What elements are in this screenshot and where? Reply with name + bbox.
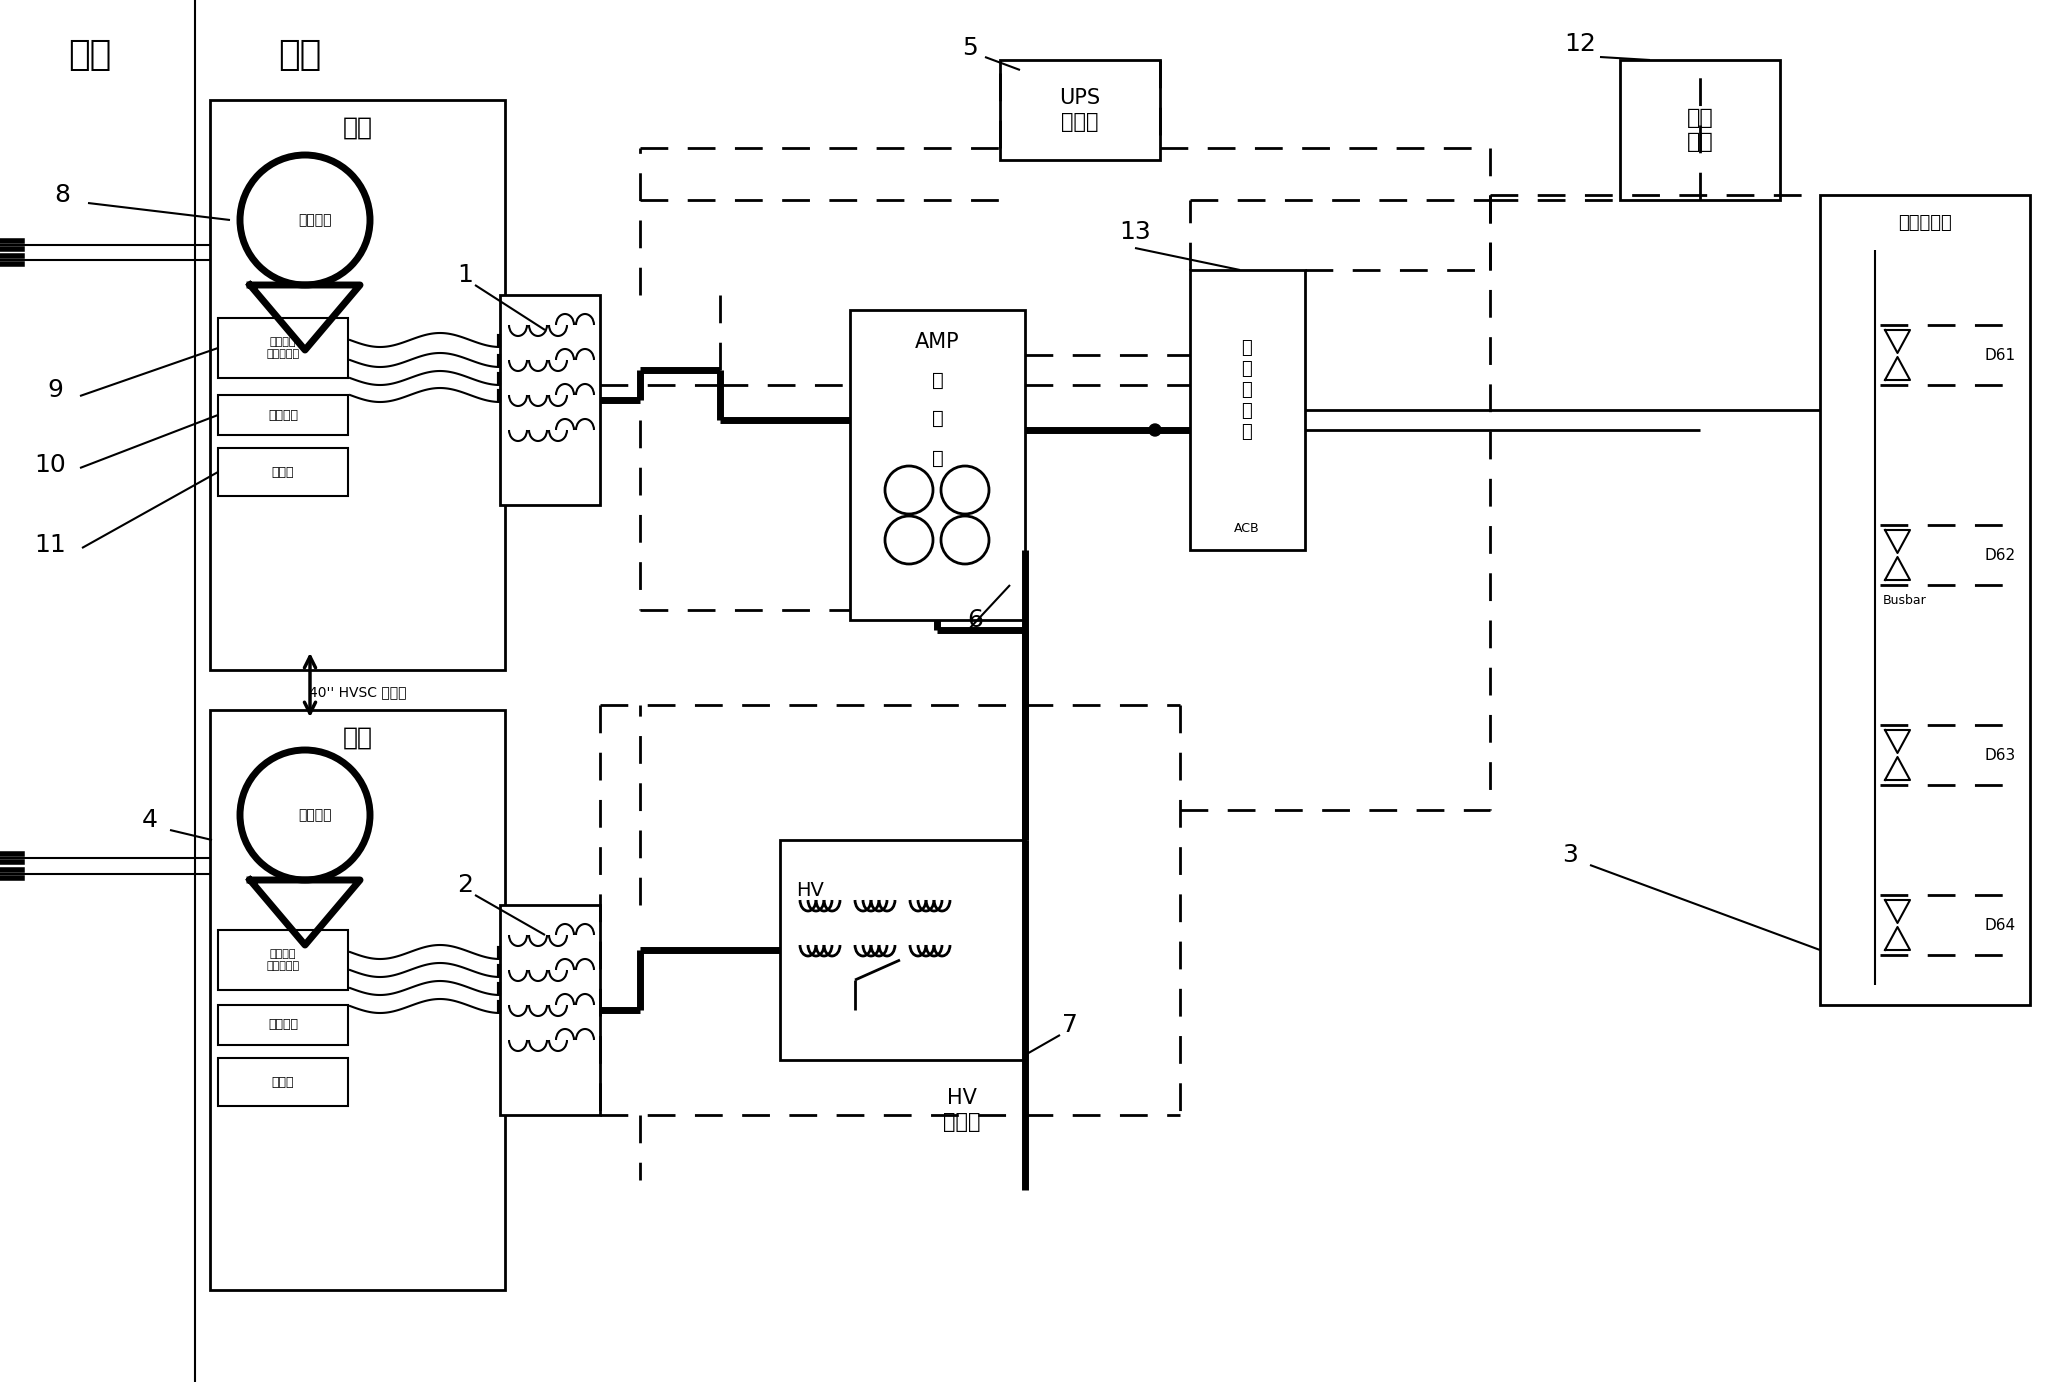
Text: 岸
电
接
收
屏: 岸 电 接 收 屏 xyxy=(1241,340,1252,441)
Text: 左舱: 左舱 xyxy=(342,116,373,140)
Bar xyxy=(210,710,505,1289)
Bar xyxy=(219,930,348,990)
Text: AMP: AMP xyxy=(916,332,959,352)
Text: 电缆绞车: 电缆绞车 xyxy=(299,808,332,822)
Text: HV
转换屏: HV 转换屏 xyxy=(942,1089,982,1132)
Text: ACB: ACB xyxy=(1235,521,1260,535)
Bar xyxy=(219,1059,348,1106)
Text: D64: D64 xyxy=(1984,918,2015,933)
Text: D62: D62 xyxy=(1984,547,2015,562)
Text: 6: 6 xyxy=(967,608,984,632)
Text: 报警
系统: 报警 系统 xyxy=(1687,108,1714,152)
Text: 9: 9 xyxy=(47,379,64,402)
Bar xyxy=(219,395,348,435)
Text: 2: 2 xyxy=(458,873,472,897)
Text: D61: D61 xyxy=(1984,347,2015,362)
Bar xyxy=(779,840,1025,1060)
Text: 8: 8 xyxy=(54,182,70,207)
Text: 11: 11 xyxy=(35,533,66,557)
Text: 4: 4 xyxy=(142,808,159,832)
Bar xyxy=(499,294,600,504)
Bar xyxy=(1821,195,2029,1005)
Text: 低压配电板: 低压配电板 xyxy=(1899,214,1953,232)
Text: UPS
控制柜: UPS 控制柜 xyxy=(1060,88,1101,131)
Bar xyxy=(499,905,600,1115)
Circle shape xyxy=(1149,424,1161,435)
Bar xyxy=(1190,269,1305,550)
Text: 右舱: 右舱 xyxy=(342,726,373,750)
Text: 电缆绞车: 电缆绞车 xyxy=(299,213,332,227)
Text: 7: 7 xyxy=(1062,1013,1078,1036)
Bar xyxy=(210,100,505,670)
Text: 器: 器 xyxy=(932,449,944,467)
Bar xyxy=(219,448,348,496)
Text: 船侧: 船侧 xyxy=(278,37,322,72)
Text: 储缆绞车: 储缆绞车 xyxy=(268,409,299,422)
Bar xyxy=(219,1005,348,1045)
Text: 高压岸电
连接配电柜: 高压岸电 连接配电柜 xyxy=(266,337,299,359)
Text: 5: 5 xyxy=(963,36,977,59)
Text: 变: 变 xyxy=(932,370,944,390)
Text: 控制柜: 控制柜 xyxy=(272,1075,295,1089)
Text: D63: D63 xyxy=(1984,748,2017,763)
Bar xyxy=(219,318,348,379)
Text: 1: 1 xyxy=(458,263,472,287)
Text: Busbar: Busbar xyxy=(1883,593,1926,607)
Text: 压: 压 xyxy=(932,409,944,427)
Text: 13: 13 xyxy=(1120,220,1151,245)
Bar xyxy=(1621,59,1780,200)
Text: HV: HV xyxy=(796,880,825,900)
Text: 40'' HVSC 集装箱: 40'' HVSC 集装箱 xyxy=(309,685,406,699)
Bar xyxy=(850,310,1025,621)
Text: 12: 12 xyxy=(1565,32,1596,57)
Text: 3: 3 xyxy=(1563,843,1577,867)
Text: 储缆绞车: 储缆绞车 xyxy=(268,1019,299,1031)
Text: 岸侧: 岸侧 xyxy=(68,37,111,72)
Text: 控制柜: 控制柜 xyxy=(272,466,295,478)
Bar xyxy=(1000,59,1161,160)
Text: 10: 10 xyxy=(35,453,66,477)
Text: 高压岸电
连接配电柜: 高压岸电 连接配电柜 xyxy=(266,949,299,970)
